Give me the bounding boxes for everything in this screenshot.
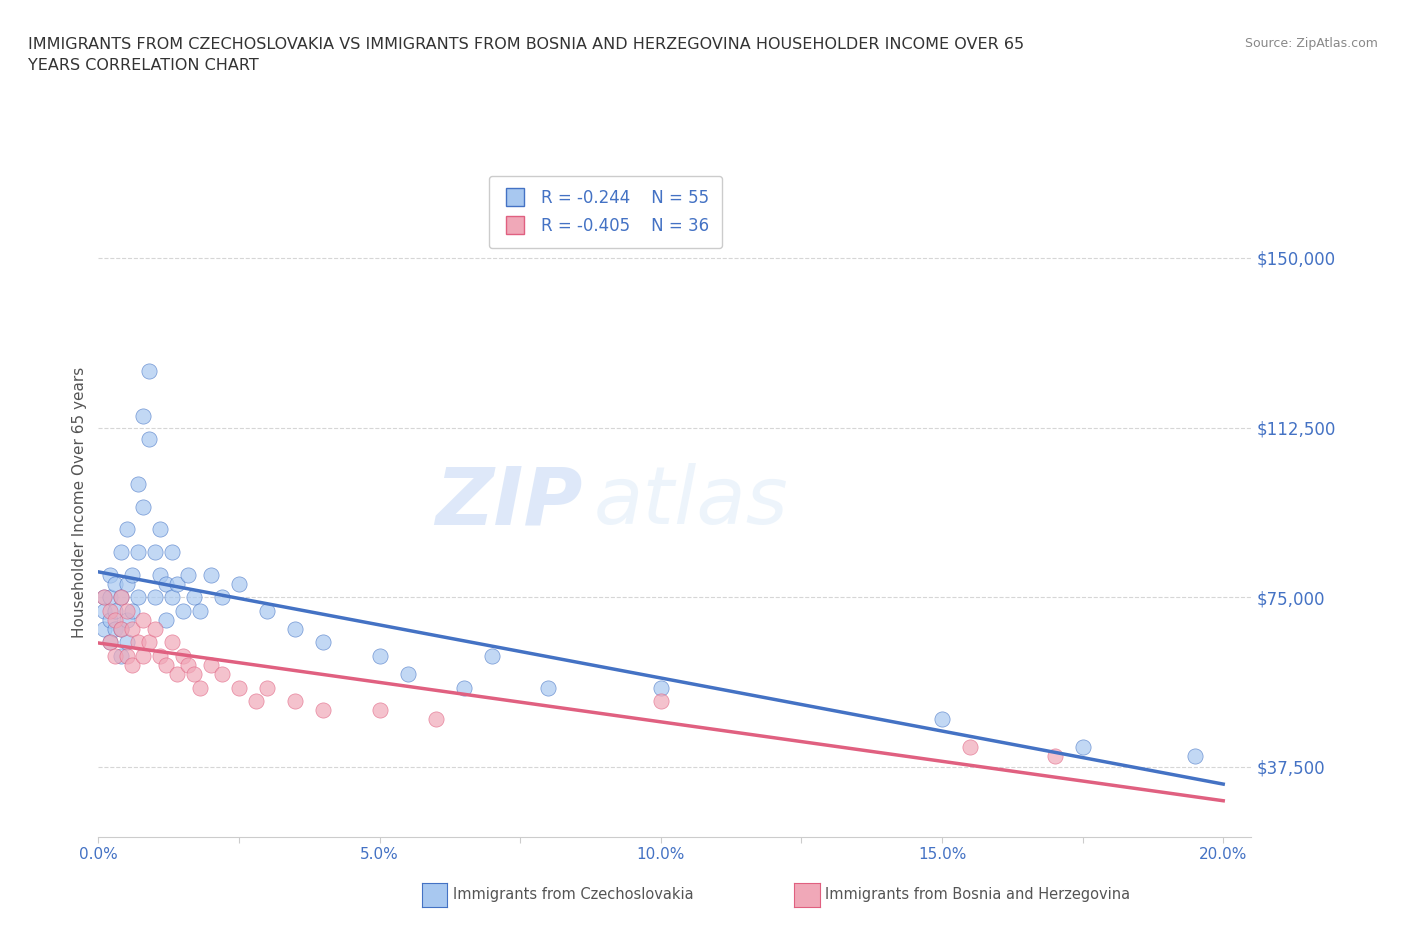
Point <box>256 680 278 695</box>
Point <box>110 545 132 560</box>
Point <box>115 612 138 627</box>
Point <box>115 604 138 618</box>
Point <box>228 680 250 695</box>
Point <box>121 567 143 582</box>
Text: IMMIGRANTS FROM CZECHOSLOVAKIA VS IMMIGRANTS FROM BOSNIA AND HERZEGOVINA HOUSEHO: IMMIGRANTS FROM CZECHOSLOVAKIA VS IMMIGR… <box>28 37 1024 73</box>
Point <box>98 590 121 604</box>
Point <box>138 635 160 650</box>
Point <box>104 612 127 627</box>
Point <box>93 621 115 636</box>
Point <box>312 635 335 650</box>
Point <box>98 635 121 650</box>
Point <box>312 703 335 718</box>
Point <box>93 590 115 604</box>
Point <box>172 648 194 663</box>
Point <box>172 604 194 618</box>
Point <box>121 621 143 636</box>
Point <box>121 658 143 672</box>
Point <box>115 635 138 650</box>
Point <box>177 658 200 672</box>
Text: Source: ZipAtlas.com: Source: ZipAtlas.com <box>1244 37 1378 50</box>
Point <box>211 667 233 682</box>
Point <box>132 409 155 424</box>
Point <box>110 621 132 636</box>
Point <box>188 604 211 618</box>
Point <box>110 590 132 604</box>
Point <box>284 694 307 709</box>
Point <box>481 648 503 663</box>
Point <box>121 604 143 618</box>
Point <box>149 522 172 537</box>
Point <box>1184 748 1206 763</box>
Point <box>104 621 127 636</box>
Point <box>110 590 132 604</box>
Point <box>160 545 183 560</box>
Point <box>160 635 183 650</box>
Point <box>143 590 166 604</box>
Point <box>368 648 391 663</box>
Point <box>177 567 200 582</box>
Text: Immigrants from Czechoslovakia: Immigrants from Czechoslovakia <box>453 887 693 902</box>
Legend: R = -0.244    N = 55, R = -0.405    N = 36: R = -0.244 N = 55, R = -0.405 N = 36 <box>489 176 723 248</box>
Point <box>931 712 953 727</box>
Point <box>166 577 188 591</box>
Point <box>132 648 155 663</box>
Point <box>98 604 121 618</box>
Point <box>104 604 127 618</box>
Text: ZIP: ZIP <box>436 463 582 541</box>
Point <box>396 667 419 682</box>
Point <box>188 680 211 695</box>
Point <box>368 703 391 718</box>
Point <box>149 567 172 582</box>
Point <box>183 590 205 604</box>
Point <box>425 712 447 727</box>
Text: atlas: atlas <box>595 463 789 541</box>
Point <box>127 590 149 604</box>
Point <box>453 680 475 695</box>
Point <box>160 590 183 604</box>
Point <box>959 739 981 754</box>
Point <box>98 612 121 627</box>
Point <box>228 577 250 591</box>
Point <box>245 694 267 709</box>
Point <box>98 635 121 650</box>
Point <box>132 499 155 514</box>
Point <box>115 577 138 591</box>
Point <box>284 621 307 636</box>
Point <box>115 648 138 663</box>
Point <box>149 648 172 663</box>
Point <box>127 635 149 650</box>
Point <box>256 604 278 618</box>
Point <box>1043 748 1066 763</box>
Point <box>200 658 222 672</box>
Point <box>110 648 132 663</box>
Point <box>138 432 160 446</box>
Point <box>183 667 205 682</box>
Point <box>93 604 115 618</box>
Point <box>166 667 188 682</box>
Point <box>1071 739 1094 754</box>
Point <box>132 612 155 627</box>
Point <box>127 545 149 560</box>
Point <box>155 612 177 627</box>
Point <box>138 364 160 379</box>
Point <box>155 658 177 672</box>
Point <box>104 577 127 591</box>
Point <box>143 545 166 560</box>
Point <box>98 567 121 582</box>
Point <box>104 648 127 663</box>
Text: Immigrants from Bosnia and Herzegovina: Immigrants from Bosnia and Herzegovina <box>825 887 1130 902</box>
Point <box>200 567 222 582</box>
Point <box>650 694 672 709</box>
Point <box>110 621 132 636</box>
Point <box>650 680 672 695</box>
Point <box>143 621 166 636</box>
Point <box>127 477 149 492</box>
Point <box>93 590 115 604</box>
Point <box>537 680 560 695</box>
Point <box>211 590 233 604</box>
Y-axis label: Householder Income Over 65 years: Householder Income Over 65 years <box>72 366 87 638</box>
Point <box>155 577 177 591</box>
Point <box>115 522 138 537</box>
